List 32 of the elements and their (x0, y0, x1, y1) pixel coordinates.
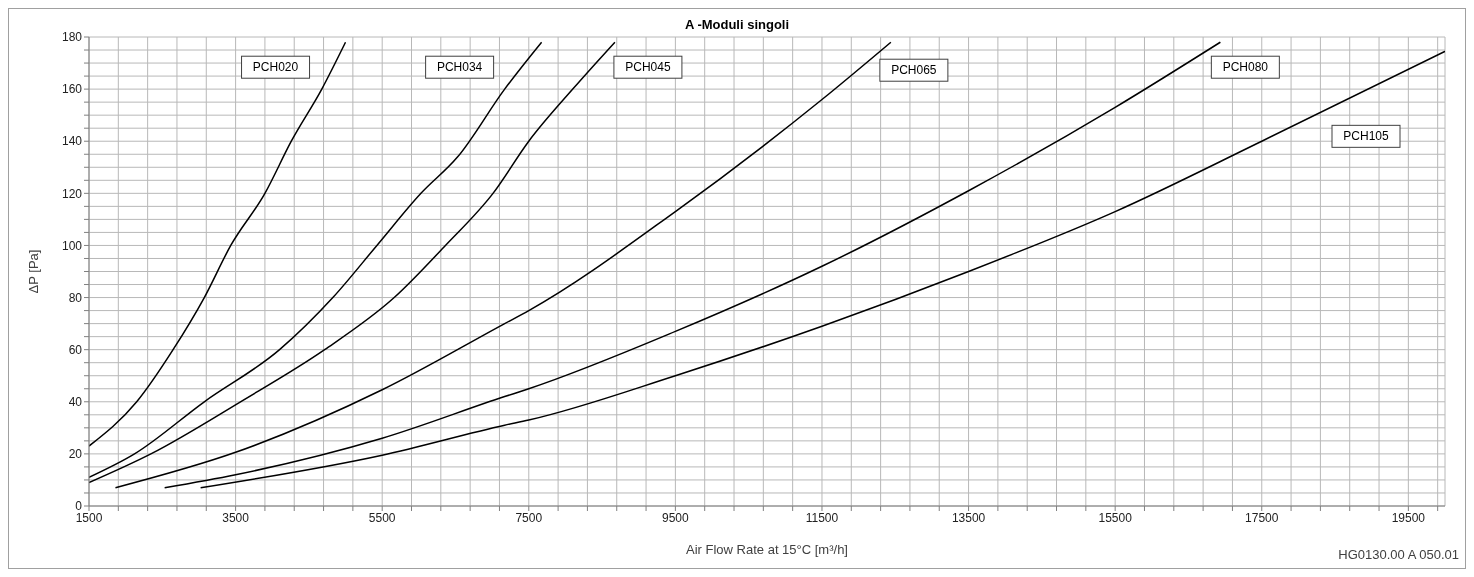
x-tick-label: 3500 (222, 510, 250, 525)
x-tick-label: 15500 (1098, 510, 1133, 525)
y-axis-title: ΔP [Pa] (25, 249, 41, 294)
line-series (199, 50, 1445, 489)
series-label: PCH045 (625, 60, 671, 75)
series-label: PCH065 (891, 63, 937, 78)
y-tick-label: 140 (61, 134, 83, 149)
x-tick-label: 13500 (951, 510, 986, 525)
y-tick-label: 100 (61, 238, 83, 253)
y-tick-label: 60 (68, 342, 83, 357)
text: PCH034 (436, 60, 483, 75)
y-tick-label: 20 (68, 447, 83, 462)
text: PCH020 (252, 60, 299, 75)
x-axis-title: Air Flow Rate at 15°C [m³/h] (686, 542, 848, 557)
x-tick-label: 19500 (1391, 510, 1426, 525)
chart-title: A -Moduli singoli (683, 17, 791, 32)
y-tick-label: 40 (68, 395, 83, 410)
x-tick-label: 5500 (368, 510, 396, 525)
y-tick-label: 180 (61, 30, 83, 45)
line-series (114, 41, 892, 489)
x-tick-label: 9500 (662, 510, 690, 525)
x-tick-label: 11500 (805, 510, 839, 525)
y-tick-label: 80 (68, 290, 83, 305)
line-series (163, 41, 1222, 489)
x-tick-label: 17500 (1245, 510, 1279, 525)
line-series (89, 41, 347, 447)
y-tick-label: 160 (61, 82, 83, 97)
x-tick-label: 7500 (515, 510, 543, 525)
y-tick-label: 120 (61, 186, 83, 201)
text: PCH105 (1343, 129, 1389, 144)
series-label: PCH080 (1222, 60, 1269, 75)
text: HG0130.00 A 050.01 (1338, 547, 1459, 562)
